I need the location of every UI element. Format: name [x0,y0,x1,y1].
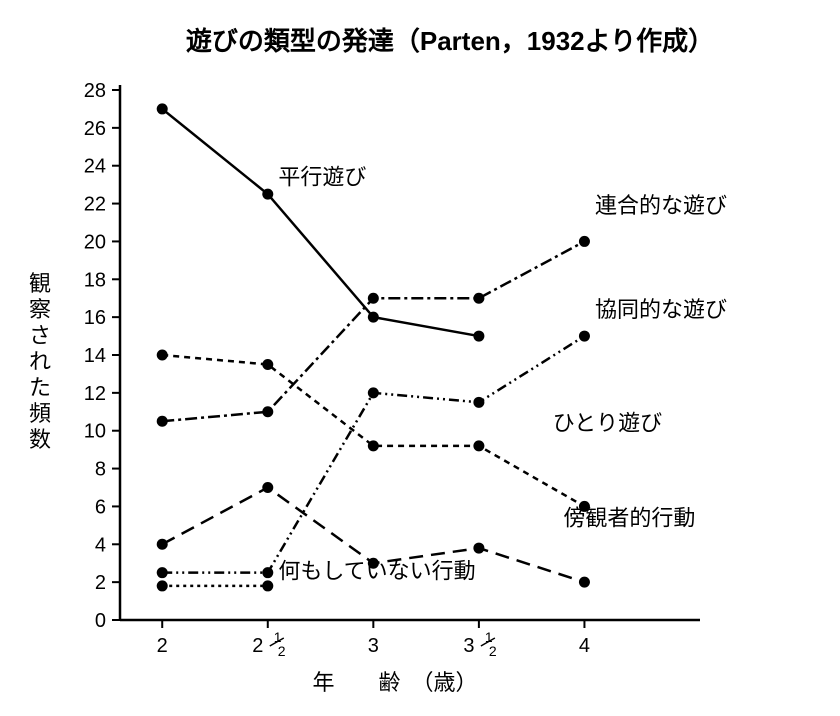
series-marker [262,406,273,417]
y-tick-label: 6 [95,496,106,518]
series-marker [262,580,273,591]
series-marker [262,482,273,493]
y-axis-label-char: た [29,375,51,400]
x-tick-label: 3 [368,635,379,657]
y-axis-label-char: さ [29,323,51,348]
line-chart: 遊びの類型の発達（Parten，1932より作成）024681012141618… [0,0,840,716]
y-tick-label: 18 [84,269,106,291]
series-marker [157,103,168,114]
x-tick-label: 2 [157,635,168,657]
series-marker [262,359,273,370]
series-marker [262,189,273,200]
series-marker [157,567,168,578]
y-axis-label-char: 数 [29,427,51,452]
y-axis-label-char: 察 [29,297,51,322]
x-tick-label: 4 [579,635,590,657]
series-marker [368,312,379,323]
series-marker [157,416,168,427]
x-tick-frac-den: 2 [489,643,497,659]
y-tick-label: 4 [95,534,106,556]
series-marker [262,567,273,578]
y-tick-label: 2 [95,572,106,594]
series-marker [368,387,379,398]
y-tick-label: 28 [84,80,106,102]
series-marker [368,293,379,304]
y-tick-label: 10 [84,421,106,443]
series-marker [157,350,168,361]
y-tick-label: 24 [84,156,106,178]
series-label: 何もしていない行動 [278,558,475,583]
y-tick-label: 22 [84,194,106,216]
y-axis-label-char: 頻 [29,401,51,426]
series-marker [473,397,484,408]
series-label: 平行遊び [278,165,366,190]
series-label: ひとり遊び [553,411,662,436]
series-label: 協同的な遊び [595,297,727,322]
series-marker [473,543,484,554]
y-tick-label: 0 [95,610,106,632]
y-tick-label: 16 [84,307,106,329]
y-axis-label-char: れ [29,349,51,374]
y-axis-label-char: 観 [29,271,51,296]
y-tick-label: 20 [84,231,106,253]
x-axis-label: 年 齢 （歳） [312,670,477,695]
series-marker [157,539,168,550]
x-tick-frac-den: 2 [278,643,286,659]
series-marker [579,236,590,247]
chart-background [0,0,840,716]
series-marker [473,293,484,304]
series-label: 連合的な遊び [595,193,727,218]
y-tick-label: 14 [84,345,106,367]
series-marker [473,331,484,342]
series-marker [368,440,379,451]
series-marker [579,331,590,342]
y-tick-label: 12 [84,383,106,405]
series-label: 傍観者的行動 [563,505,695,530]
y-tick-label: 8 [95,459,106,481]
chart-title: 遊びの類型の発達（Parten，1932より作成） [186,26,714,56]
x-tick-label: 3 [463,635,474,657]
series-marker [473,440,484,451]
y-tick-label: 26 [84,118,106,140]
series-marker [157,580,168,591]
series-marker [579,577,590,588]
x-tick-label: 2 [252,635,263,657]
